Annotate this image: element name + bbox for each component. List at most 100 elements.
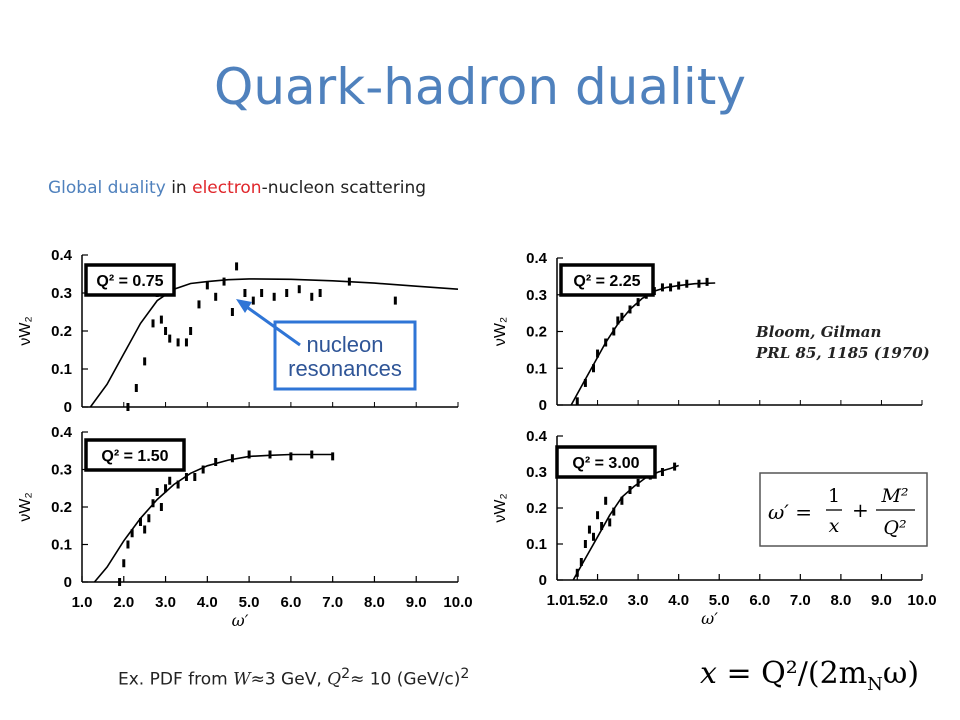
panel-bottom-right: 0 0.1 0.2 0.3 0.4 νW₂ 1.0 1.5 2.0 3.0 4.0 5.0 6.0 7.0… xyxy=(492,428,937,628)
y-tick-label: 0.4 xyxy=(526,250,548,267)
data-point xyxy=(677,281,681,290)
data-point xyxy=(612,327,616,336)
data-point xyxy=(310,292,314,301)
data-point xyxy=(134,384,138,392)
panel-top-right: 0 0.1 0.2 0.3 0.4 νW₂ Q² = 2.25 xyxy=(492,250,923,414)
data-point xyxy=(143,525,147,534)
data-point xyxy=(184,473,188,481)
x-tick-label: 3.0 xyxy=(628,592,649,609)
x-tick-label: 6.0 xyxy=(749,592,770,609)
data-point xyxy=(685,279,689,288)
x-tick-label: 10.0 xyxy=(907,592,936,609)
data-point xyxy=(205,281,209,290)
scaling-curve xyxy=(572,464,679,581)
data-point xyxy=(122,559,126,568)
data-point xyxy=(705,277,709,286)
y-tick-label: 0 xyxy=(539,572,547,589)
data-point xyxy=(197,300,201,309)
q2-label: Q² = 1.50 xyxy=(101,448,168,465)
data-point xyxy=(193,473,197,481)
data-point xyxy=(697,279,701,288)
data-point xyxy=(596,349,600,358)
omega-prime-formula: ω′ = 1 x + M² Q² xyxy=(759,472,928,547)
q2-label-box xyxy=(555,445,657,479)
data-point xyxy=(159,315,163,324)
data-point xyxy=(596,511,600,520)
q2-label-box xyxy=(84,438,186,472)
annotation-nucleon-resonances: nucleon resonances xyxy=(236,299,417,391)
q2-label: Q² = 3.00 xyxy=(572,455,639,472)
data-point xyxy=(176,480,180,489)
data-point xyxy=(272,292,276,301)
annotation-arrowhead xyxy=(236,299,252,313)
data-point xyxy=(155,488,159,496)
data-point xyxy=(222,277,226,286)
data-point xyxy=(616,316,620,325)
footnote-q-var: Q xyxy=(327,669,342,690)
annotation-arrow xyxy=(243,303,301,347)
x-tick-label: 1.0 xyxy=(72,594,93,611)
data-point xyxy=(126,540,130,549)
x-tick-label: 7.0 xyxy=(322,594,343,611)
data-point xyxy=(247,450,251,459)
data-point xyxy=(251,296,255,305)
x-tick-label: 4.0 xyxy=(197,594,218,611)
data-point xyxy=(201,465,205,474)
data-point xyxy=(575,397,579,406)
y-tick-label: 0.4 xyxy=(526,428,548,445)
y-tick-label: 0.3 xyxy=(526,464,547,481)
q2-label: Q² = 0.75 xyxy=(96,273,163,290)
data-point xyxy=(138,518,142,526)
data-point xyxy=(184,338,188,347)
data-point xyxy=(243,289,247,297)
data-point xyxy=(579,558,583,566)
data-point xyxy=(592,364,595,373)
data-point xyxy=(164,484,168,493)
data-point xyxy=(393,296,397,305)
data-point xyxy=(600,522,604,530)
q2-label-box xyxy=(559,263,655,297)
x-tick-label: 1.0 xyxy=(547,592,568,609)
q2-label-box xyxy=(84,263,176,297)
x-tick-label: 8.0 xyxy=(830,592,851,609)
formula-lhs: ω′ = xyxy=(768,500,812,524)
data-point xyxy=(636,298,640,307)
subtitle-global-duality: Global duality xyxy=(48,178,166,198)
footnote-w-val: ≈3 GeV, xyxy=(250,669,328,690)
data-point xyxy=(214,292,218,301)
data-point xyxy=(151,319,155,328)
data-point xyxy=(189,327,193,335)
citation-line2: PRL 85, 1185 (1970) xyxy=(755,344,930,362)
x-tick-label: 5.0 xyxy=(709,592,730,609)
data-point xyxy=(230,308,234,316)
x-tick-label: 8.0 xyxy=(364,594,385,611)
subtitle-in: in xyxy=(165,178,193,198)
y-tick-label: 0.4 xyxy=(51,247,73,264)
subtitle-rest: -nucleon scattering xyxy=(261,178,427,198)
data-point xyxy=(214,458,218,466)
data-point xyxy=(575,568,579,577)
formula-frac2-den: Q² xyxy=(883,517,906,539)
y-tick-label: 0.3 xyxy=(526,287,547,304)
y-tick-label: 0.2 xyxy=(51,499,72,516)
panel-top-left: 0 0.1 0.2 0.3 0.4 νW₂ Q² = 0.75 xyxy=(17,247,459,416)
x-tick-label: 3.0 xyxy=(155,594,176,611)
scaling-curve xyxy=(570,282,716,406)
data-point xyxy=(583,540,587,548)
formula-x-lhs: x xyxy=(700,656,717,691)
formula-plus: + xyxy=(852,498,869,522)
data-point xyxy=(285,289,289,297)
y-tick-label: 0.1 xyxy=(526,536,547,553)
data-point xyxy=(297,285,301,294)
footnote-prefix: Ex. PDF from xyxy=(118,669,234,690)
subtitle-electron: electron xyxy=(192,178,262,198)
x-tick-label: 10.0 xyxy=(443,594,472,611)
data-point xyxy=(235,262,239,271)
data-point xyxy=(620,496,624,505)
annotation-line1: nucleon xyxy=(306,332,383,357)
panel-bottom-left: 0 0.1 0.2 0.3 0.4 νW₂ 1.0 2.0 3.0 4.0 5.0 6.0 7.0 8.0… xyxy=(17,424,473,630)
slide-subtitle: Global duality in electron-nucleon scatt… xyxy=(48,178,426,198)
y-tick-label: 0.1 xyxy=(51,537,72,554)
data-point xyxy=(289,452,293,461)
